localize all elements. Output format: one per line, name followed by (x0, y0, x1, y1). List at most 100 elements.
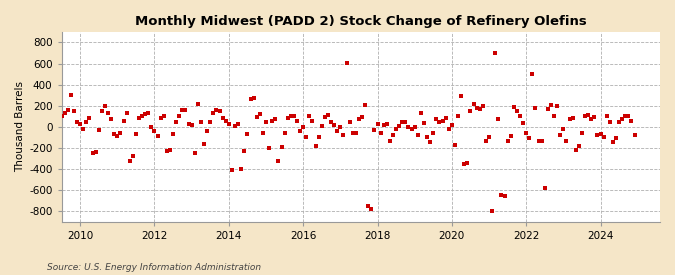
Point (99, 104, 110, 108)
Point (220, 118, 231, 123)
Point (543, 107, 554, 111)
Point (323, 113, 333, 117)
Point (508, 104, 519, 109)
Y-axis label: Thousand Barrels: Thousand Barrels (15, 81, 25, 172)
Point (567, 116, 578, 121)
Point (537, 138, 547, 143)
Point (310, 144, 321, 148)
Point (161, 149, 172, 153)
Point (450, 142, 460, 147)
Point (626, 118, 637, 123)
Point (403, 125, 414, 129)
Point (202, 129, 213, 133)
Point (62, 108, 73, 112)
Point (47, 119, 57, 124)
Point (186, 123, 197, 127)
Point (524, 136, 535, 141)
Point (288, 114, 299, 119)
Point (465, 109, 476, 113)
Point (617, 117, 628, 122)
Point (487, 209, 497, 213)
Point (261, 119, 271, 124)
Point (471, 106, 482, 110)
Point (183, 122, 194, 126)
Point (592, 133, 603, 138)
Point (354, 117, 364, 122)
Point (385, 138, 396, 143)
Point (394, 123, 404, 128)
Point (248, 96, 259, 101)
Point (369, 128, 380, 132)
Point (453, 114, 464, 119)
Point (319, 115, 330, 120)
Point (623, 114, 634, 119)
Point (527, 72, 538, 76)
Point (205, 119, 215, 124)
Point (124, 158, 135, 163)
Point (576, 131, 587, 135)
Point (90, 150, 101, 154)
Point (242, 132, 253, 136)
Point (301, 135, 312, 140)
Point (276, 145, 287, 149)
Point (159, 114, 169, 119)
Point (223, 122, 234, 126)
Point (72, 119, 82, 124)
Point (273, 158, 284, 163)
Point (270, 117, 281, 122)
Point (583, 113, 593, 117)
Point (586, 117, 597, 122)
Point (440, 116, 451, 121)
Point (422, 135, 433, 140)
Point (360, 103, 371, 107)
Point (561, 138, 572, 143)
Point (103, 111, 113, 115)
Point (192, 101, 203, 106)
Point (165, 148, 176, 152)
Point (65, 93, 76, 97)
Point (171, 119, 182, 124)
Point (363, 204, 374, 208)
Point (313, 135, 324, 140)
Point (44, 117, 55, 122)
Point (134, 116, 144, 121)
Point (356, 115, 367, 120)
Point (177, 108, 188, 112)
Point (434, 119, 445, 124)
Point (59, 111, 70, 115)
Point (152, 134, 163, 139)
Point (512, 109, 522, 113)
Point (558, 127, 569, 131)
Point (387, 133, 398, 138)
Point (307, 118, 318, 123)
Point (97, 109, 107, 113)
Point (304, 114, 315, 119)
Point (496, 193, 507, 197)
Point (446, 123, 457, 127)
Point (118, 118, 129, 123)
Point (317, 123, 327, 128)
Point (227, 168, 238, 172)
Point (611, 136, 622, 141)
Point (604, 119, 615, 124)
Point (366, 207, 377, 211)
Point (155, 116, 166, 121)
Point (533, 138, 544, 143)
Point (595, 132, 606, 136)
Point (397, 119, 408, 124)
Point (431, 117, 441, 122)
Point (391, 127, 402, 131)
Point (264, 146, 275, 150)
Point (570, 148, 581, 152)
Point (551, 104, 562, 108)
Point (254, 112, 265, 116)
Title: Monthly Midwest (PADD 2) Stock Change of Refinery Olefins: Monthly Midwest (PADD 2) Stock Change of… (135, 15, 587, 28)
Point (214, 109, 225, 113)
Point (198, 142, 209, 146)
Point (106, 117, 117, 122)
Point (109, 132, 119, 136)
Point (620, 114, 630, 119)
Point (115, 131, 126, 135)
Point (174, 114, 185, 119)
Point (335, 125, 346, 129)
